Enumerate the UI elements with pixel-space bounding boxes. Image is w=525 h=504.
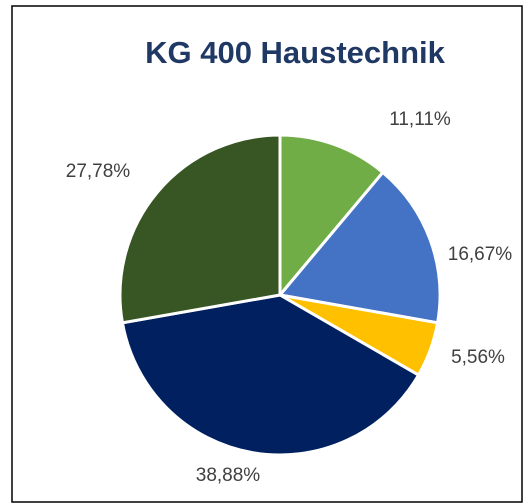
data-label: 27,78% — [66, 161, 131, 182]
pie-slice — [277, 170, 442, 325]
chart-title: KG 400 Haustechnik — [145, 35, 446, 70]
data-label: 5,56% — [451, 347, 505, 368]
data-label: 11,11% — [389, 109, 451, 130]
pie-slice — [278, 133, 385, 300]
pie-slice — [120, 293, 421, 457]
data-label: 38,88% — [196, 465, 261, 486]
pie-slice — [118, 133, 282, 325]
data-label: 16,67% — [448, 244, 513, 265]
